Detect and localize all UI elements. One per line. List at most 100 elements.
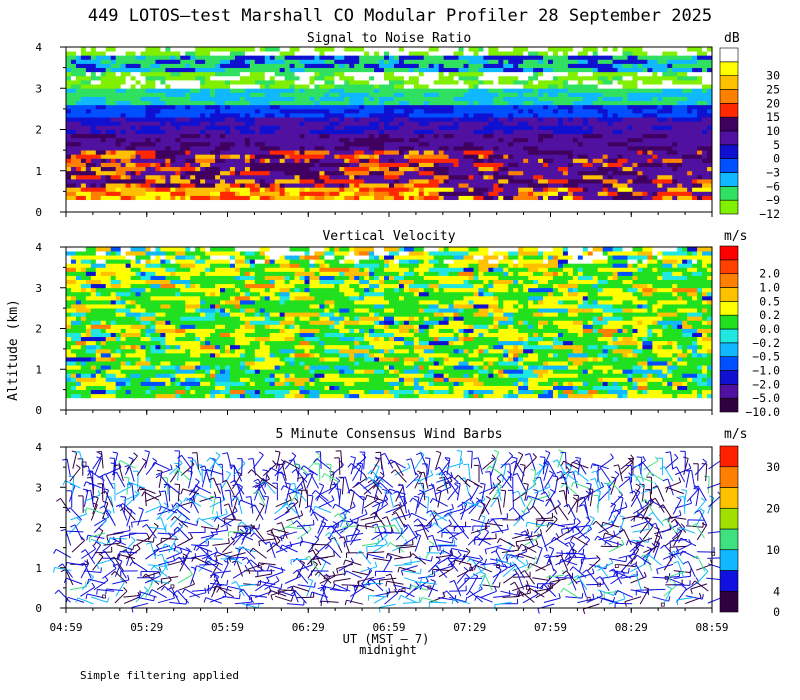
heatmap-cell: [518, 158, 524, 163]
heatmap-cell: [468, 59, 474, 64]
heatmap-cell: [244, 108, 251, 114]
heatmap-cell: [562, 117, 569, 122]
heatmap-cell: [329, 113, 335, 118]
heatmap-cell: [562, 121, 569, 126]
heatmap-cell: [642, 80, 648, 85]
heatmap-cell: [587, 67, 594, 73]
heatmap-cell: [95, 104, 102, 110]
heatmap-cell: [160, 129, 166, 135]
heatmap-cell: [294, 63, 300, 69]
heatmap-cell: [488, 92, 494, 97]
heatmap-cell: [448, 129, 454, 135]
heatmap-cell: [637, 191, 643, 196]
heatmap-cell: [344, 88, 350, 93]
heatmap-cell: [657, 75, 663, 81]
heatmap-cell: [125, 133, 131, 139]
heatmap-cell: [543, 170, 549, 176]
heatmap-cell: [597, 179, 604, 184]
colorbar-segment: [719, 199, 739, 215]
heatmap-cell: [582, 108, 589, 114]
heatmap-cell: [254, 96, 261, 102]
heatmap-cell: [90, 71, 97, 77]
heatmap-cell: [309, 121, 315, 126]
heatmap-cell: [493, 125, 499, 130]
heatmap-cell: [349, 92, 355, 97]
heatmap-cell: [572, 129, 579, 135]
heatmap-cell: [582, 154, 589, 159]
heatmap-cell: [627, 59, 633, 64]
heatmap-cell: [433, 191, 440, 196]
heatmap-cell: [393, 67, 400, 73]
heatmap-cell: [389, 59, 395, 64]
heatmap-cell: [145, 59, 151, 64]
heatmap-cell: [637, 125, 643, 130]
heatmap-cell: [309, 100, 315, 106]
heatmap-cell: [70, 324, 77, 329]
heatmap-cell: [324, 179, 330, 184]
heatmap-cell: [433, 183, 440, 188]
heatmap-cell: [185, 141, 191, 147]
heatmap-cell: [567, 75, 574, 81]
heatmap-cell: [627, 141, 633, 147]
colorbar-label: −6: [766, 179, 780, 193]
heatmap-cell: [458, 108, 464, 114]
heatmap-cell: [692, 191, 698, 196]
heatmap-cell: [428, 47, 435, 52]
heatmap-cell: [130, 47, 136, 52]
heatmap-cell: [210, 170, 216, 176]
heatmap-cell: [408, 71, 415, 77]
heatmap-cell: [707, 125, 713, 130]
heatmap-cell: [408, 92, 415, 97]
heatmap-cell: [468, 154, 474, 159]
heatmap-cell: [210, 133, 216, 139]
heatmap-cell: [319, 141, 325, 147]
heatmap-cell: [304, 174, 310, 180]
heatmap-cell: [493, 162, 499, 168]
heatmap-cell: [473, 55, 479, 60]
heatmap-cell: [299, 150, 305, 155]
heatmap-cell: [294, 80, 300, 85]
heatmap-cell: [473, 104, 479, 110]
heatmap-cell: [523, 47, 529, 52]
heatmap-cell: [364, 141, 370, 147]
heatmap-cell: [274, 121, 281, 126]
heatmap-cell: [304, 117, 310, 122]
heatmap-cell: [538, 150, 544, 155]
heatmap-cell: [508, 166, 514, 172]
heatmap-cell: [413, 113, 420, 118]
colorbar-segment: [719, 89, 739, 104]
heatmap-cell: [239, 170, 246, 176]
heatmap-cell: [80, 183, 87, 188]
heatmap-cell: [210, 129, 216, 135]
heatmap-cell: [229, 63, 236, 69]
heatmap-cell: [438, 100, 445, 106]
heatmap-cell: [314, 179, 320, 184]
heatmap-cell: [66, 328, 72, 333]
heatmap-cell: [493, 47, 499, 52]
heatmap-cell: [458, 158, 464, 163]
heatmap-cell: [488, 174, 494, 180]
heatmap-cell: [557, 117, 564, 122]
heatmap-cell: [428, 121, 435, 126]
heatmap-cell: [359, 187, 365, 192]
heatmap-cell: [264, 51, 271, 56]
heatmap-cell: [617, 59, 623, 64]
heatmap-cell: [354, 150, 360, 155]
heatmap-cell: [155, 170, 161, 176]
heatmap-cell: [354, 59, 360, 64]
heatmap-cell: [617, 108, 623, 114]
heatmap-cell: [627, 80, 633, 85]
heatmap-cell: [503, 162, 509, 168]
heatmap-cell: [677, 174, 683, 180]
heatmap-cell: [319, 174, 325, 180]
heatmap-cell: [349, 47, 355, 52]
heatmap-cell: [75, 377, 82, 382]
heatmap-cell: [557, 137, 564, 143]
heatmap-cell: [210, 117, 216, 122]
heatmap-cell: [418, 137, 425, 143]
heatmap-cell: [433, 67, 440, 73]
heatmap-cell: [334, 96, 340, 102]
heatmap-cell: [70, 332, 77, 338]
heatmap-cell: [66, 191, 72, 196]
heatmap-cell: [170, 129, 176, 135]
